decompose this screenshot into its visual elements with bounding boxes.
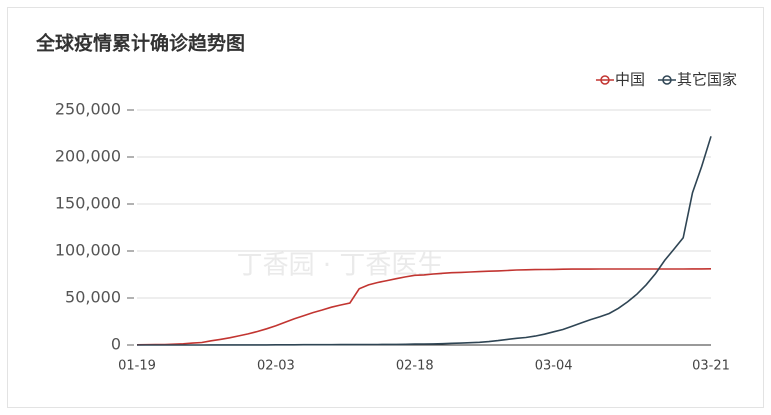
y-tick-label: 250,000 [55, 100, 121, 119]
frame [7, 7, 764, 408]
x-tick-label: 02-03 [257, 359, 295, 374]
legend-label: 中国 [615, 71, 645, 89]
y-tick-label: 50,000 [65, 288, 121, 307]
y-tick-label: 150,000 [55, 194, 121, 213]
x-tick-label: 02-18 [396, 359, 434, 374]
x-tick-label: 01-19 [118, 359, 156, 374]
x-tick-label: 03-21 [692, 359, 730, 374]
legend-label: 其它国家 [677, 71, 737, 89]
x-tick-label: 03-04 [535, 359, 573, 374]
chart-title: 全球疫情累计确诊趋势图 [35, 32, 245, 55]
y-tick-label: 200,000 [55, 147, 121, 166]
y-tick-label: 0 [111, 335, 121, 354]
series-line [137, 136, 712, 346]
series-line [136, 268, 712, 346]
y-tick-label: 100,000 [55, 241, 121, 260]
